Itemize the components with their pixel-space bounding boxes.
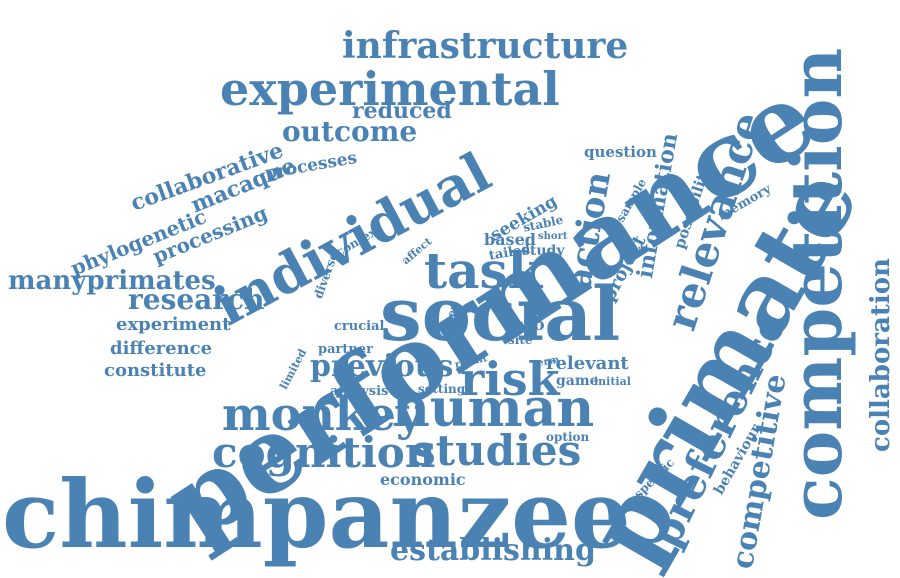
word-site: site	[508, 333, 533, 347]
word-relevant: relevant	[546, 353, 629, 374]
word-competition: competition	[775, 47, 858, 520]
word-question: question	[584, 143, 657, 161]
word-study: study	[522, 243, 565, 259]
word-based: based	[484, 230, 536, 249]
word-economic: economic	[380, 470, 466, 489]
word-collaboration: collaboration	[866, 258, 896, 452]
word-difference: difference	[110, 338, 213, 359]
word-cognition: cognition	[212, 428, 436, 477]
word-setting: setting	[418, 382, 466, 396]
word-reduced: reduced	[352, 98, 452, 124]
word-infrastructure: infrastructure	[342, 25, 629, 67]
word-analysis: analysis	[330, 384, 389, 399]
word-partner: partner	[318, 342, 373, 357]
word-establishing: establishing	[390, 533, 596, 568]
word-outcome: outcome	[282, 115, 418, 148]
word-manyprimates: manyprimates	[8, 266, 216, 296]
word-zero: zero	[504, 315, 545, 335]
word-experimental: experimental	[220, 62, 560, 116]
word-social: social	[380, 272, 621, 358]
word-constitute: constitute	[104, 360, 207, 381]
word-task: task	[424, 241, 543, 300]
word-experiment: experiment	[116, 314, 231, 335]
word-monkey: monkey	[222, 387, 423, 441]
word-crucial: crucial	[334, 319, 385, 334]
word-option: option	[546, 430, 590, 444]
word-chimpanzee: chimpanzee	[2, 460, 631, 570]
word-studies: studies	[412, 426, 582, 475]
word-short: short	[538, 231, 568, 242]
word-game: game	[556, 373, 599, 389]
word-initial: initial	[594, 375, 631, 388]
word-previous: previous	[310, 349, 454, 384]
word-research: research	[128, 283, 265, 316]
word-human: human	[392, 378, 595, 439]
word-risk: risk	[460, 352, 560, 406]
